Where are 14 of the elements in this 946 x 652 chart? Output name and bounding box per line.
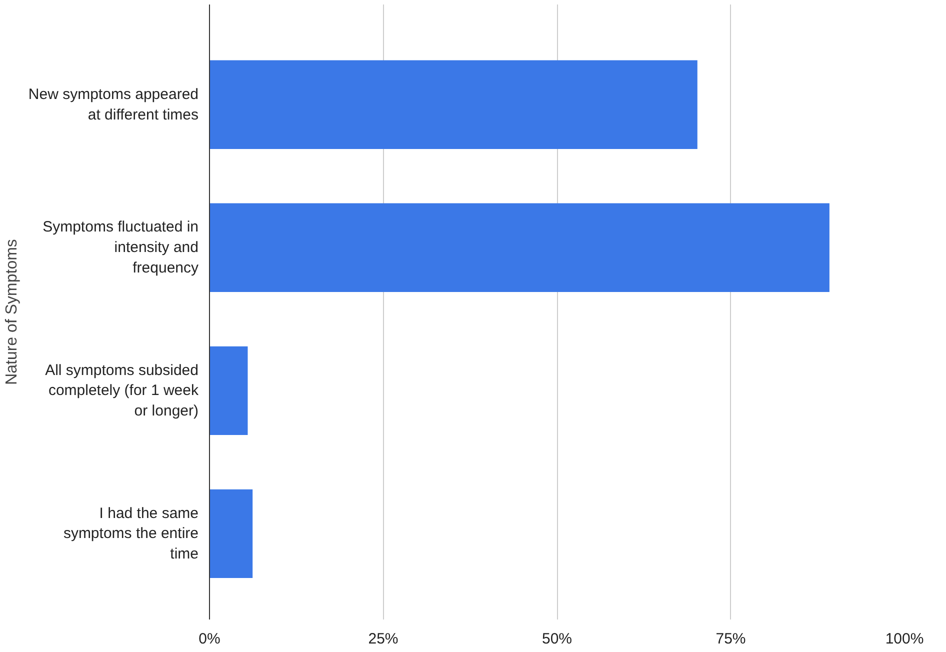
x-tick-label: 75%: [716, 630, 746, 648]
y-tick-label: New symptoms appeared at different times: [28, 86, 199, 124]
y-axis-title: Nature of Symptoms: [3, 239, 20, 385]
x-tick-label: 25%: [368, 630, 398, 648]
y-tick-label: Symptoms fluctuated in intensity and frequency: [42, 218, 199, 277]
y-tick-label: I had the same symptoms the entire time: [63, 504, 199, 563]
bar: [210, 203, 830, 292]
bar: [210, 60, 698, 149]
x-tick-label: 50%: [542, 630, 572, 648]
y-tick-label: All symptoms subsided completely (for 1 week or longer): [45, 362, 199, 420]
bar: [210, 489, 253, 578]
x-tick-label: 0%: [198, 630, 220, 648]
x-tick-label: 100%: [885, 630, 924, 648]
bar: [210, 346, 248, 435]
